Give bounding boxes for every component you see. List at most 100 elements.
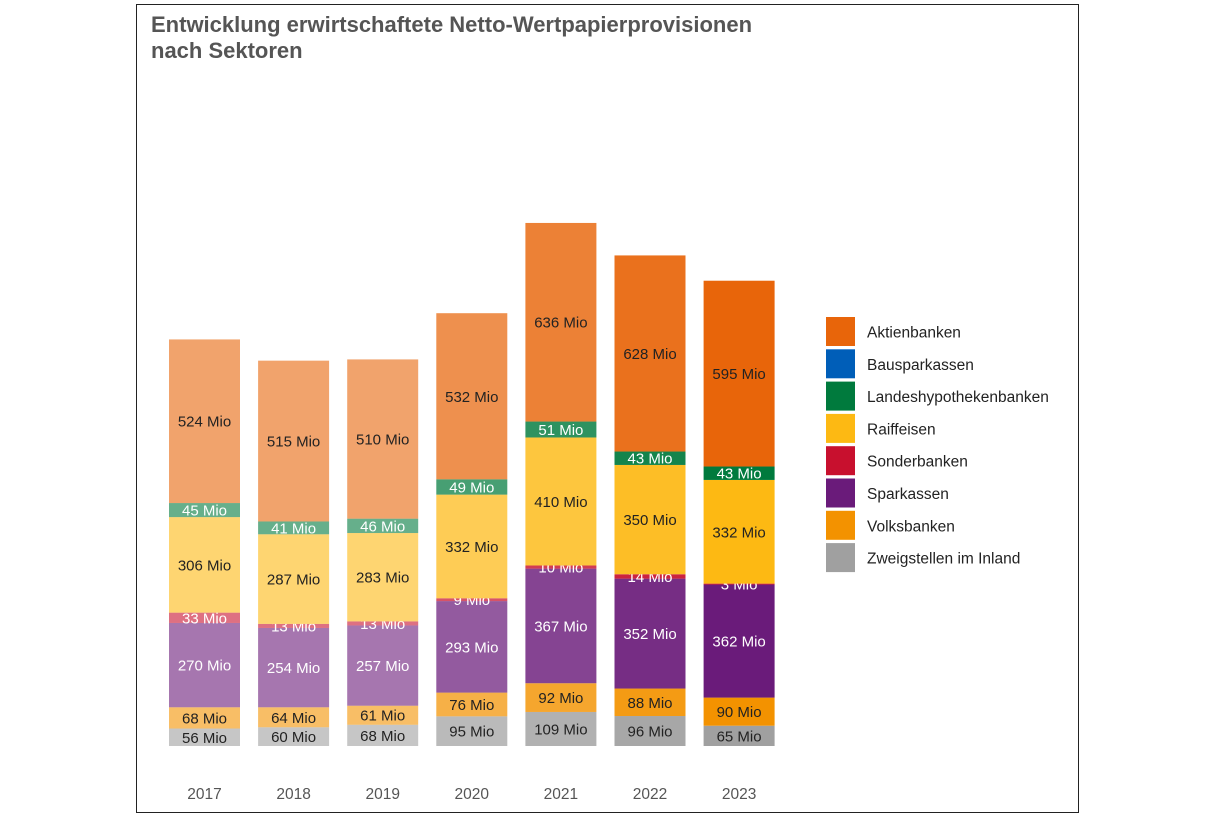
legend-label-volksbanken: Volksbanken [867, 518, 955, 535]
data-label-zweigstellen-im-inland-2017: 56 Mio [182, 730, 227, 747]
legend-label-sparkassen: Sparkassen [867, 486, 949, 503]
data-label-landeshypothekenbanken-2023: 43 Mio [717, 466, 762, 483]
data-label-zweigstellen-im-inland-2022: 96 Mio [627, 724, 672, 741]
data-label-zweigstellen-im-inland-2019: 68 Mio [360, 728, 405, 745]
data-label-zweigstellen-im-inland-2018: 60 Mio [271, 729, 316, 746]
data-label-aktienbanken-2023: 595 Mio [712, 366, 765, 383]
data-label-aktienbanken-2017: 524 Mio [178, 414, 231, 431]
bar-zweigstellen-im-inland-2022 [614, 716, 686, 746]
legend-label-landeshypothekenbanken: Landeshypothekenbanken [867, 389, 1049, 406]
bar-raiffeisen-2022 [614, 464, 686, 575]
legend-label-bausparkassen: Bausparkassen [867, 357, 974, 374]
x-tick-label-2019: 2019 [365, 786, 399, 803]
bar-volksbanken-2019 [347, 705, 419, 725]
data-label-raiffeisen-2019: 283 Mio [356, 570, 409, 587]
bar-zweigstellen-im-inland-2021 [525, 711, 597, 746]
bar-raiffeisen-2023 [703, 479, 775, 584]
chart-title: Entwicklung erwirtschaftete Netto-Wertpa… [151, 12, 753, 37]
data-label-volksbanken-2022: 88 Mio [627, 695, 672, 712]
data-label-zweigstellen-im-inland-2020: 95 Mio [449, 724, 494, 741]
bar-raiffeisen-2020 [436, 494, 508, 599]
bar-aktienbanken-2019 [347, 359, 419, 519]
data-label-sparkassen-2017: 270 Mio [178, 658, 231, 675]
data-label-aktienbanken-2018: 515 Mio [267, 434, 320, 451]
bar-sparkassen-2017 [169, 622, 240, 708]
legend-swatch-volksbanken [826, 510, 855, 540]
data-label-sparkassen-2020: 293 Mio [445, 639, 498, 656]
data-label-zweigstellen-im-inland-2023: 65 Mio [717, 728, 762, 745]
bar-sparkassen-2023 [703, 584, 775, 698]
bar-zweigstellen-im-inland-2017 [169, 728, 240, 746]
legend-swatch-zweigstellen-im-inland [826, 543, 855, 573]
data-label-raiffeisen-2017: 306 Mio [178, 557, 231, 574]
bar-landeshypothekenbanken-2020 [436, 479, 508, 495]
data-label-landeshypothekenbanken-2021: 51 Mio [538, 422, 583, 439]
data-label-volksbanken-2020: 76 Mio [449, 697, 494, 714]
bar-sonderbanken-2017 [169, 612, 240, 623]
legend-swatch-aktienbanken [826, 317, 855, 346]
bar-sparkassen-2018 [258, 627, 330, 708]
data-label-zweigstellen-im-inland-2021: 109 Mio [534, 721, 587, 738]
data-label-landeshypothekenbanken-2022: 43 Mio [627, 451, 672, 468]
bar-sparkassen-2020 [436, 601, 508, 693]
bar-sonderbanken-2021 [525, 565, 597, 569]
bar-landeshypothekenbanken-2022 [614, 451, 686, 465]
bar-landeshypothekenbanken-2021 [525, 421, 597, 438]
data-label-landeshypothekenbanken-2020: 49 Mio [449, 479, 494, 496]
bar-aktienbanken-2021 [525, 222, 597, 422]
bar-raiffeisen-2019 [347, 533, 419, 622]
data-label-sonderbanken-2017: 33 Mio [182, 610, 227, 627]
bar-sparkassen-2021 [525, 568, 597, 684]
data-label-raiffeisen-2022: 350 Mio [623, 512, 676, 529]
bar-aktienbanken-2020 [436, 313, 508, 480]
data-label-raiffeisen-2020: 332 Mio [445, 539, 498, 556]
bar-zweigstellen-im-inland-2018 [258, 727, 330, 746]
bar-sonderbanken-2022 [614, 574, 686, 579]
legend-swatch-raiffeisen [826, 413, 855, 443]
bar-volksbanken-2022 [614, 688, 686, 717]
data-label-landeshypothekenbanken-2019: 46 Mio [360, 518, 405, 535]
bar-zweigstellen-im-inland-2023 [703, 725, 775, 746]
bar-sparkassen-2022 [614, 578, 686, 689]
data-label-aktienbanken-2019: 510 Mio [356, 432, 409, 449]
data-label-volksbanken-2021: 92 Mio [538, 690, 583, 707]
legend-swatch-sparkassen [826, 478, 855, 508]
data-label-landeshypothekenbanken-2018: 41 Mio [271, 520, 316, 537]
bar-volksbanken-2020 [436, 692, 508, 717]
data-label-aktienbanken-2021: 636 Mio [534, 315, 587, 332]
bar-volksbanken-2017 [169, 707, 240, 729]
data-label-sparkassen-2019: 257 Mio [356, 658, 409, 675]
legend-swatch-landeshypothekenbanken [826, 381, 855, 411]
bar-aktienbanken-2018 [258, 360, 330, 522]
bar-sonderbanken-2020 [436, 598, 508, 602]
x-tick-label-2022: 2022 [633, 786, 667, 803]
x-tick-label-2020: 2020 [455, 786, 490, 803]
legend-label-aktienbanken: Aktienbanken [867, 325, 961, 342]
bar-landeshypothekenbanken-2018 [258, 521, 330, 535]
data-label-volksbanken-2017: 68 Mio [182, 710, 227, 727]
bar-volksbanken-2021 [525, 683, 597, 712]
bar-sonderbanken-2019 [347, 621, 419, 626]
legend-label-sonderbanken: Sonderbanken [867, 454, 968, 471]
data-label-raiffeisen-2023: 332 Mio [712, 524, 765, 541]
bar-raiffeisen-2017 [169, 517, 240, 613]
chart-subtitle: nach Sektoren [151, 38, 303, 63]
legend-swatch-sonderbanken [826, 446, 855, 476]
data-label-volksbanken-2019: 61 Mio [360, 708, 405, 725]
bar-volksbanken-2023 [703, 697, 775, 726]
bar-sonderbanken-2023 [703, 583, 775, 585]
bar-sparkassen-2019 [347, 625, 419, 706]
legend-label-raiffeisen: Raiffeisen [867, 421, 936, 438]
x-tick-label-2023: 2023 [722, 786, 756, 803]
legend-label-zweigstellen-im-inland: Zweigstellen im Inland [867, 551, 1020, 568]
bar-aktienbanken-2017 [169, 339, 240, 504]
bar-sonderbanken-2018 [258, 623, 330, 628]
bar-landeshypothekenbanken-2023 [703, 466, 775, 480]
data-label-aktienbanken-2022: 628 Mio [623, 346, 676, 363]
bar-aktienbanken-2022 [614, 255, 686, 452]
data-label-landeshypothekenbanken-2017: 45 Mio [182, 503, 227, 520]
chart-title-block: Entwicklung erwirtschaftete Netto-Wertpa… [151, 12, 752, 64]
bar-landeshypothekenbanken-2017 [169, 503, 240, 518]
bar-raiffeisen-2021 [525, 437, 597, 566]
